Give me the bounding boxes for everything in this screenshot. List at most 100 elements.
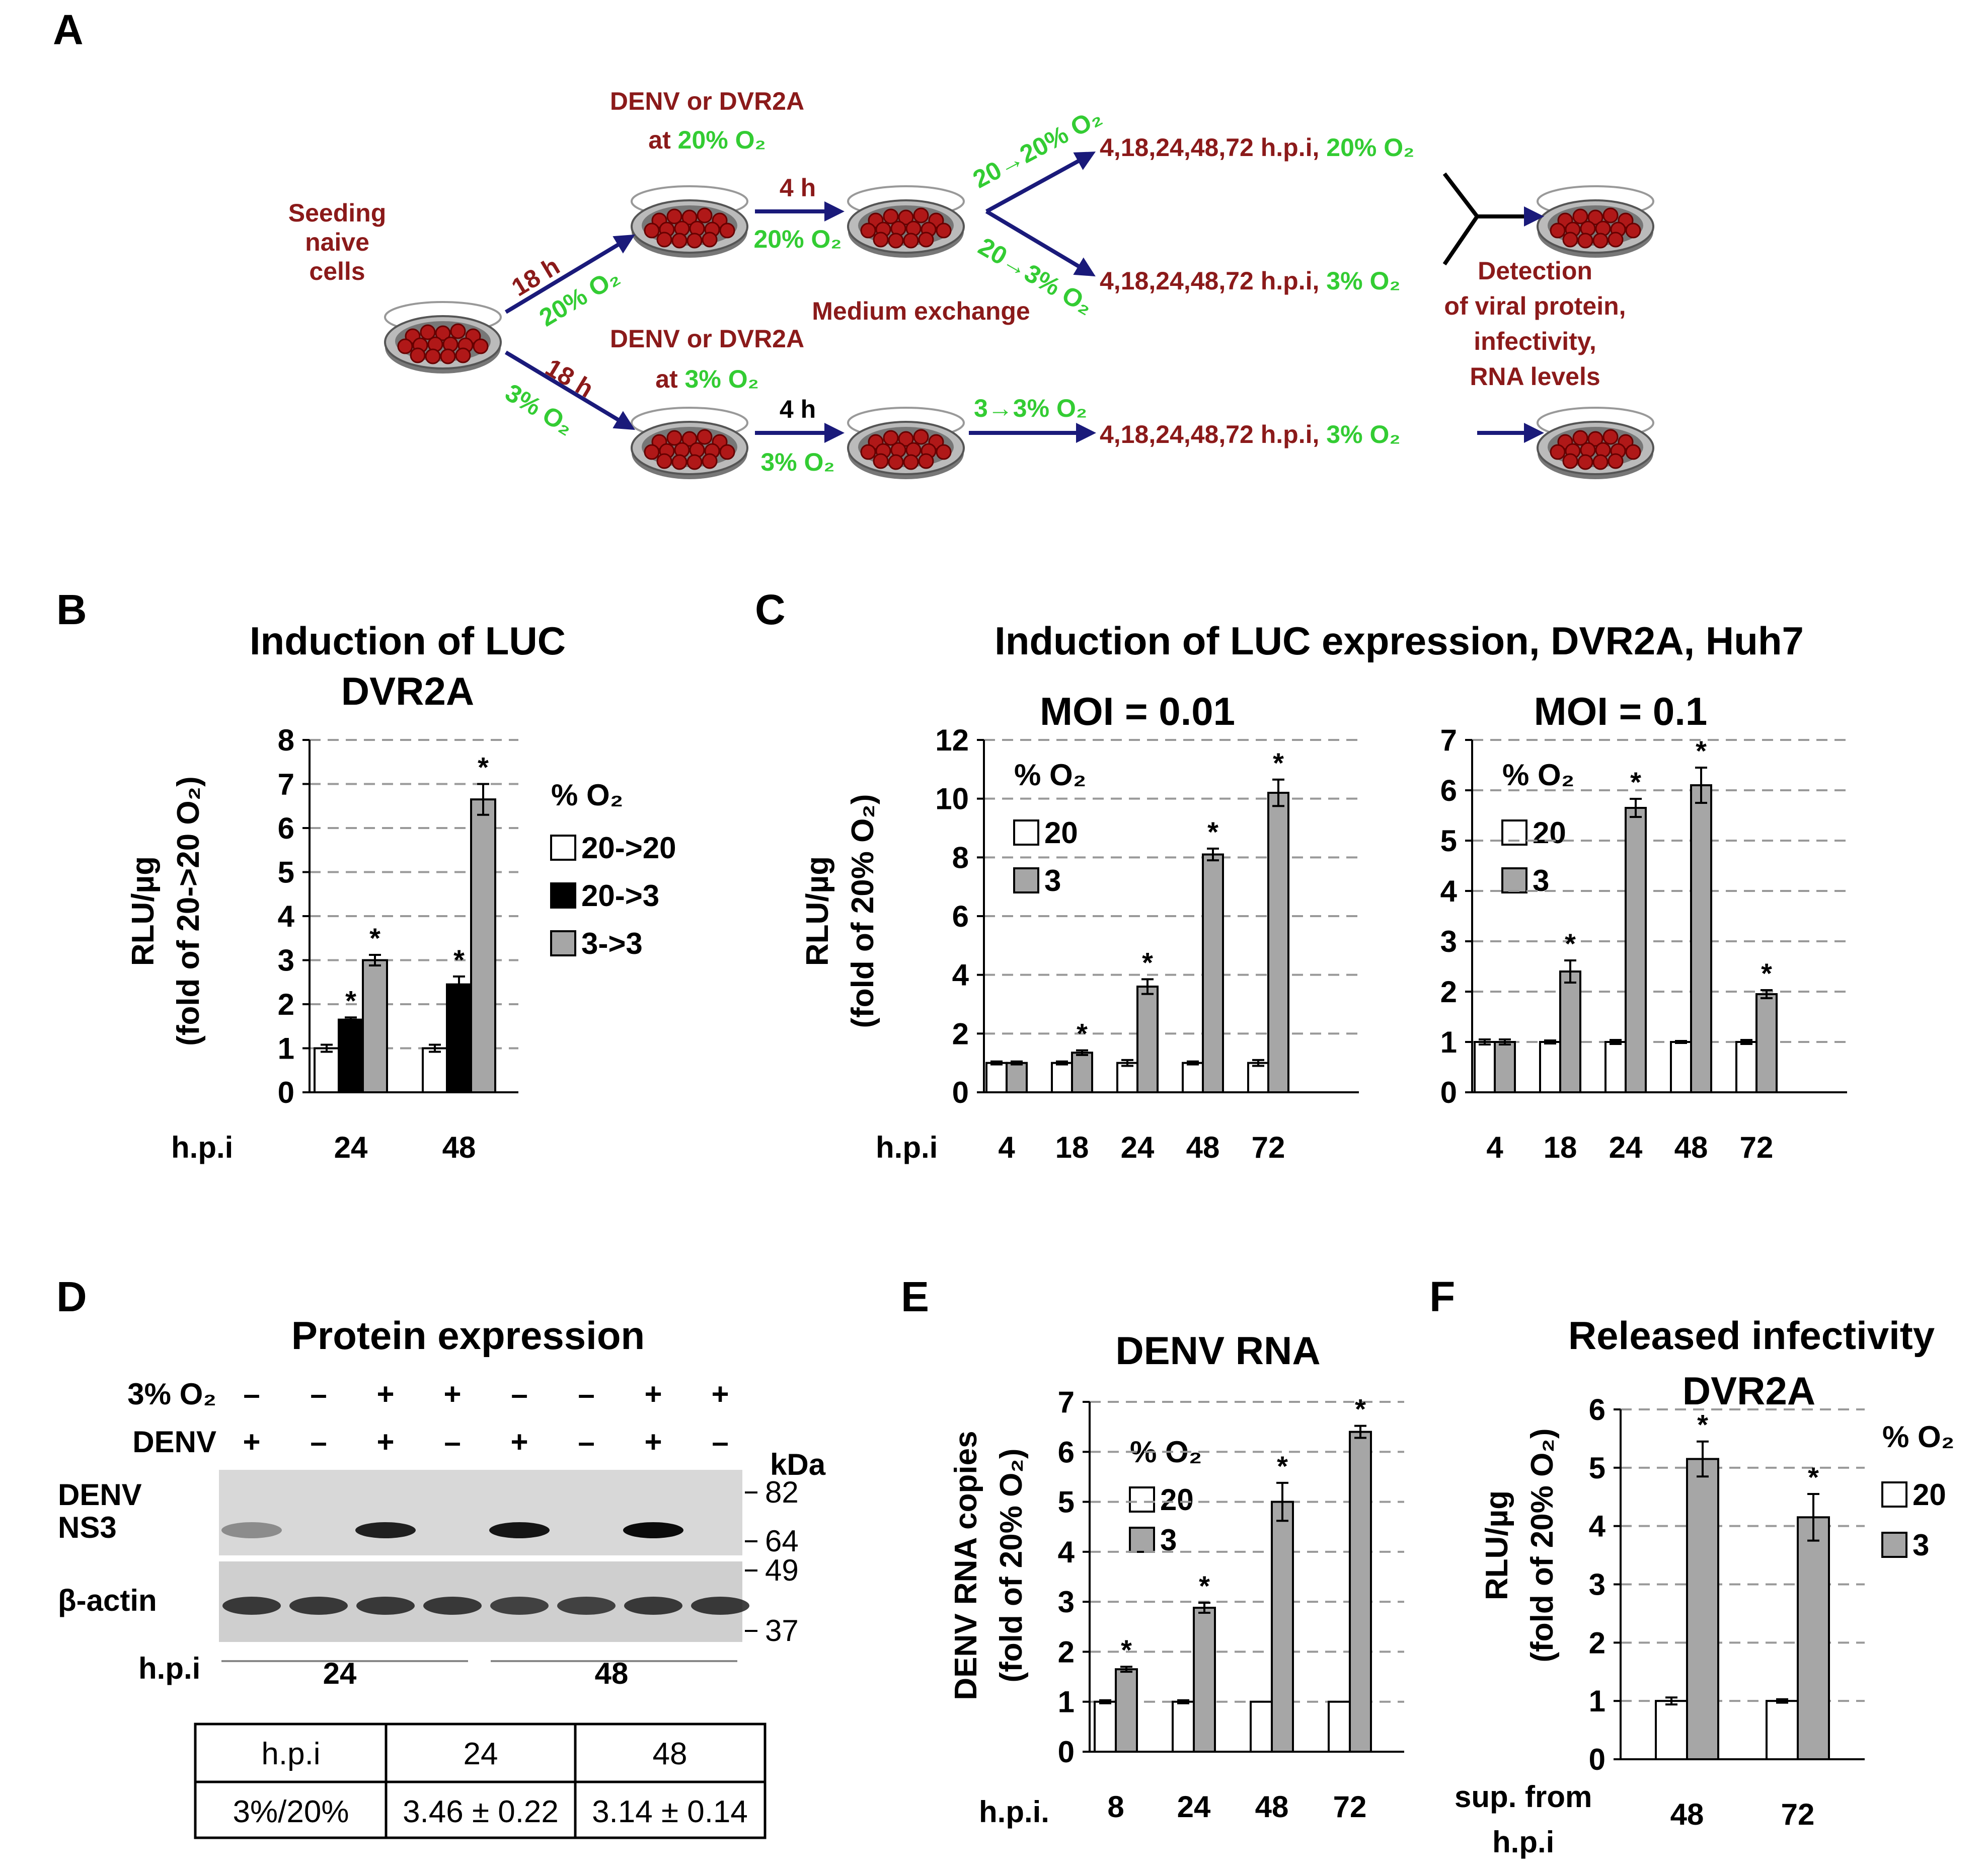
chart-C2-ytick-label: 0 [1440, 1076, 1457, 1109]
chart-E-bar [1328, 1700, 1351, 1753]
timepoints-20-20: 4,18,24,48,72 h.p.i, 20% O₂ [1100, 133, 1414, 162]
chart-C2-bar [1539, 1041, 1561, 1093]
blot-band-label-denv: DENV [58, 1478, 142, 1512]
blot-actin-band [490, 1597, 549, 1615]
chart-f-legend-0: 20 [1913, 1478, 1946, 1512]
table-row-label: 3%/20% [233, 1794, 349, 1829]
dish-exchange-3 [847, 407, 965, 480]
chart-c2-legend-0: 20 [1533, 816, 1566, 850]
chart-C2-significance-star: * [1565, 928, 1576, 959]
chart-E-significance-star: * [1355, 1393, 1366, 1425]
chart-E-bar [1193, 1607, 1216, 1753]
chart-c-ylabel2: (fold of 20% O₂) [846, 794, 880, 1028]
chart-F-significance-star: * [1697, 1409, 1708, 1441]
o2-20-after-4h: 20% O₂ [753, 225, 842, 253]
chart-C2-xtick-label: 48 [1674, 1131, 1708, 1164]
chart-E-ytick-label: 1 [1058, 1685, 1075, 1719]
charts-layer: 012345678**24**480246810124*18*24*48*720… [278, 723, 1865, 1831]
chart-C1-bar [1202, 853, 1224, 1093]
chart-C1-bar [1182, 1062, 1204, 1094]
chart-F-significance-star: * [1808, 1461, 1819, 1493]
chart-E-significance-star: * [1199, 1570, 1210, 1602]
chart-B-bar [362, 959, 388, 1093]
chart-B-ytick-label: 6 [278, 811, 294, 845]
chart-C1-ytick-label: 0 [952, 1076, 969, 1109]
chart-C1-bar [985, 1062, 1008, 1094]
blot-denv-sign: + [243, 1425, 260, 1459]
blot-o2-sign: + [376, 1377, 394, 1411]
chart-c2-legend-1: 3 [1533, 864, 1549, 897]
chart-C2-ytick-label: 4 [1440, 874, 1458, 908]
scheme-diagram: Seeding naive cells 18 h 20% O₂ 18 h 3% … [288, 87, 1654, 480]
chart-B-xtick-label: 24 [334, 1131, 368, 1164]
chart-E-xtick-label: 48 [1255, 1790, 1289, 1824]
chart-E-ytick-label: 6 [1058, 1435, 1075, 1469]
table-cell-48: 3.14 ± 0.14 [592, 1794, 748, 1829]
chart-F-bar [1686, 1458, 1719, 1760]
panel-letter-a: A [53, 6, 84, 53]
blot-o2-sign: – [578, 1377, 594, 1411]
chart-F-xtick-label: 72 [1781, 1798, 1815, 1831]
chart-F-ytick-label: 6 [1589, 1393, 1605, 1427]
chart-C2-ytick-label: 6 [1440, 774, 1457, 807]
detection-1: Detection [1478, 257, 1592, 285]
blot-denv-row-label: DENV [132, 1425, 216, 1459]
blot-o2-sign: + [711, 1377, 729, 1411]
chart-b-plot: 0 1 2 3 4 5 6 7 8 * * 24 * * 48 [278, 723, 518, 1164]
chart-C1-xtick-label: 18 [1055, 1131, 1089, 1164]
chart-f-legend-swatch-1 [1881, 1532, 1907, 1558]
chart-E-xtick-label: 72 [1333, 1790, 1367, 1824]
chart-B-significance-star: * [478, 752, 489, 783]
chart-C2-bar [1604, 1041, 1627, 1093]
seeding-label-1: Seeding [288, 199, 386, 227]
chart-e-legend-swatch-0 [1129, 1486, 1155, 1513]
chart-e-legend-0: 20 [1160, 1483, 1194, 1517]
dish-seed [384, 301, 502, 375]
chart-C1-bar [1116, 1062, 1138, 1094]
chart-c2-legend-swatch-1 [1501, 867, 1527, 893]
chart-e-xlabel: h.p.i. [979, 1795, 1049, 1829]
chart-C1-significance-star: * [1273, 747, 1284, 779]
blot-o2-sign: – [511, 1377, 527, 1411]
blot-marker-64: 64 [765, 1524, 799, 1558]
chart-b-legend-swatch-2 [550, 930, 576, 956]
chart-B-ytick-label: 4 [278, 900, 295, 933]
chart-b-title: Induction of LUC [250, 619, 566, 663]
chart-B-ytick-label: 3 [278, 944, 294, 978]
blot-ns3-band [355, 1522, 416, 1538]
chart-e-ylabel2: (fold of 20% O₂) [994, 1449, 1029, 1683]
shift-20-20: 20→20% O₂ [968, 102, 1106, 193]
dish-infect-20 [631, 185, 748, 259]
chart-F-bar [1655, 1700, 1688, 1761]
chart-E-xtick-label: 8 [1107, 1790, 1124, 1824]
chart-C2-bar [1474, 1041, 1496, 1093]
chart-C1-xtick-label: 4 [998, 1131, 1015, 1164]
chart-B-bar [470, 798, 496, 1093]
chart-B-bar [314, 1047, 340, 1093]
panel-letter-f: F [1429, 1273, 1455, 1320]
chart-F-ytick-label: 4 [1589, 1510, 1606, 1543]
chart-C1-bar [1006, 1062, 1028, 1094]
chart-f-title: Released infectivity [1568, 1313, 1935, 1358]
chart-E-ytick-label: 0 [1058, 1735, 1075, 1769]
chart-b-subtitle: DVR2A [341, 669, 474, 713]
panel-letter-c: C [755, 586, 786, 633]
chart-C1-significance-star: * [1142, 946, 1153, 978]
chart-c1-legend-1: 3 [1044, 864, 1061, 897]
blot-bands [221, 1522, 749, 1615]
chart-C1-ytick-label: 8 [952, 841, 969, 874]
chart-C2-bar [1670, 1041, 1692, 1093]
chart-B-ytick-label: 0 [278, 1076, 294, 1109]
chart-E-bar [1094, 1700, 1117, 1753]
blot-denv-sign: – [310, 1425, 327, 1459]
chart-c1-legend-swatch-1 [1013, 867, 1039, 893]
chart-C1-bar [1247, 1062, 1269, 1094]
chart-E-ytick-label: 7 [1058, 1385, 1075, 1419]
chart-e-ylabel: DENV RNA copies [949, 1431, 983, 1700]
dish-exchange-20 [847, 185, 965, 259]
chart-b-legend-swatch-0 [550, 835, 576, 861]
chart-f-legend-1: 3 [1913, 1528, 1929, 1562]
chart-C1-ytick-label: 2 [952, 1017, 969, 1051]
timepoints-3-3: 4,18,24,48,72 h.p.i, 3% O₂ [1100, 420, 1401, 448]
